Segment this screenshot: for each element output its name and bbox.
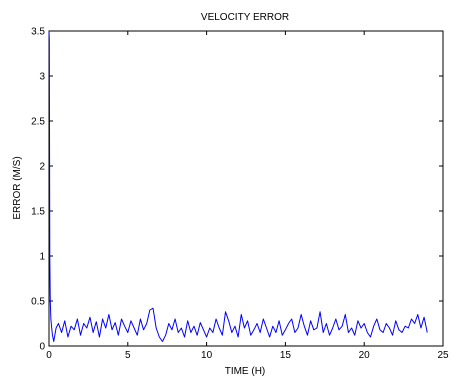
y-tick-label: 2.5 bbox=[31, 117, 45, 128]
y-tick-label: 2 bbox=[39, 162, 45, 173]
y-tick-label: 3 bbox=[39, 72, 45, 83]
chart-title: VELOCITY ERROR bbox=[201, 12, 289, 23]
y-tick-label: 1 bbox=[39, 252, 45, 263]
plot-area: 0 5 10 15 20 25 0 0.5 1 1.5 2 2.5 3 3.5 bbox=[31, 27, 449, 362]
y-tick-label: 1.5 bbox=[31, 207, 45, 218]
series-group bbox=[48, 30, 428, 342]
plot-frame bbox=[48, 30, 444, 347]
series-line bbox=[48, 30, 428, 342]
x-axis-label: TIME (H) bbox=[225, 366, 266, 376]
x-tick-label: 20 bbox=[359, 350, 371, 361]
x-axis-ticks: 0 5 10 15 20 25 bbox=[46, 31, 449, 361]
x-tick-label: 10 bbox=[201, 350, 213, 361]
x-tick-label: 0 bbox=[46, 350, 52, 361]
y-axis-label: ERROR (M/S) bbox=[12, 156, 23, 219]
x-tick-label: 25 bbox=[437, 350, 449, 361]
y-axis-ticks: 0 0.5 1 1.5 2 2.5 3 3.5 bbox=[31, 27, 443, 353]
y-tick-label: 0.5 bbox=[31, 297, 45, 308]
y-tick-label: 0 bbox=[39, 342, 45, 353]
y-tick-label: 3.5 bbox=[31, 27, 45, 38]
x-tick-label: 15 bbox=[280, 350, 292, 361]
x-tick-label: 5 bbox=[125, 350, 131, 361]
